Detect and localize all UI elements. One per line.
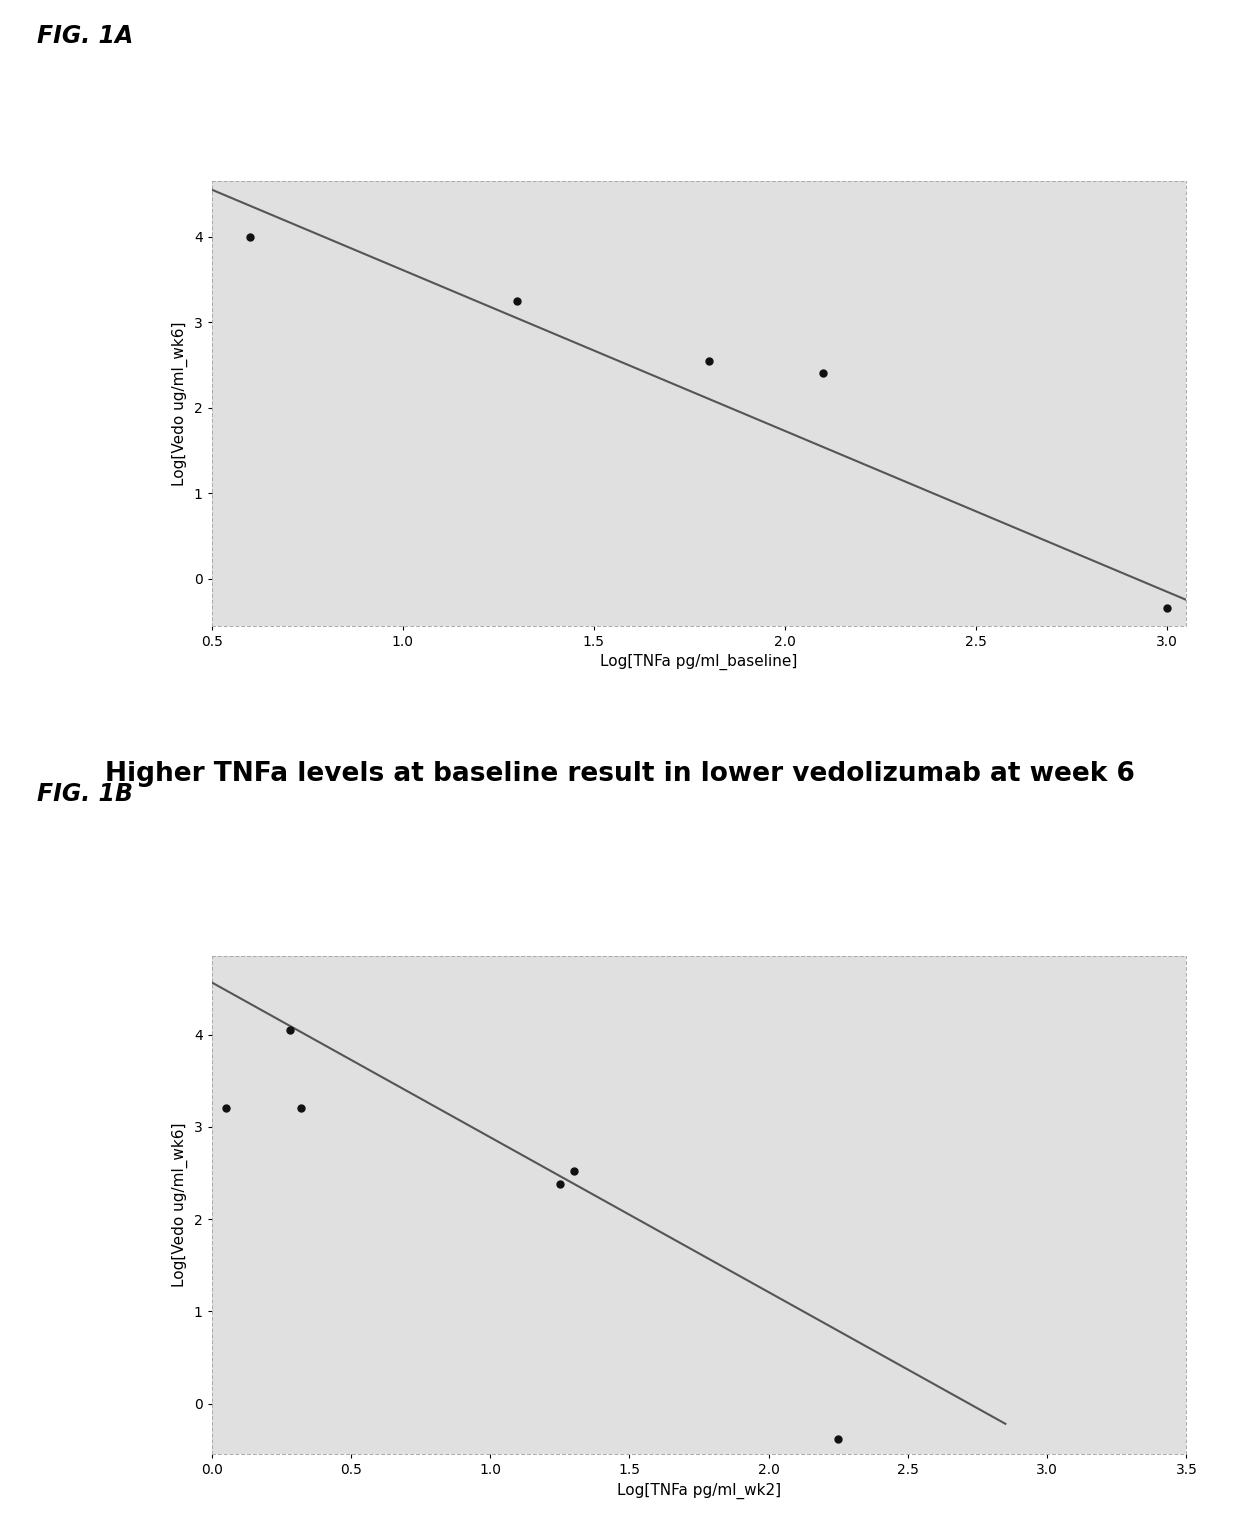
Point bbox=[698, 348, 718, 373]
Point bbox=[241, 224, 260, 248]
Text: Higher TNFa levels at baseline result in lower vedolizumab at week 6: Higher TNFa levels at baseline result in… bbox=[105, 762, 1135, 786]
Point bbox=[291, 1096, 311, 1121]
Point bbox=[280, 1018, 300, 1042]
Text: Bivariate Fit of Log[Vedo ug/ml_wk6] By Log[TNFa pg/ml_wk2]: Bivariate Fit of Log[Vedo ug/ml_wk6] By … bbox=[336, 908, 963, 926]
X-axis label: Log[TNFa pg/ml_wk2]: Log[TNFa pg/ml_wk2] bbox=[618, 1482, 781, 1499]
Y-axis label: Log[Vedo ug/ml_wk6]: Log[Vedo ug/ml_wk6] bbox=[172, 1124, 188, 1288]
Text: Bivariate Fit of Log[Vedo ug/ml_wk6] By Log[TNFa pg/ml_baseline]: Bivariate Fit of Log[Vedo ug/ml_wk6] By … bbox=[314, 136, 986, 155]
Text: FIG. 1A: FIG. 1A bbox=[37, 23, 133, 48]
Point bbox=[813, 362, 833, 386]
Y-axis label: Log[Vedo ug/ml_wk6]: Log[Vedo ug/ml_wk6] bbox=[172, 320, 188, 486]
Point bbox=[216, 1096, 236, 1121]
X-axis label: Log[TNFa pg/ml_baseline]: Log[TNFa pg/ml_baseline] bbox=[600, 655, 797, 670]
Point bbox=[828, 1426, 848, 1450]
Point bbox=[507, 288, 527, 313]
Point bbox=[564, 1159, 584, 1183]
Point bbox=[549, 1171, 569, 1196]
Text: FIG. 1B: FIG. 1B bbox=[37, 782, 133, 806]
Point bbox=[1157, 596, 1177, 621]
